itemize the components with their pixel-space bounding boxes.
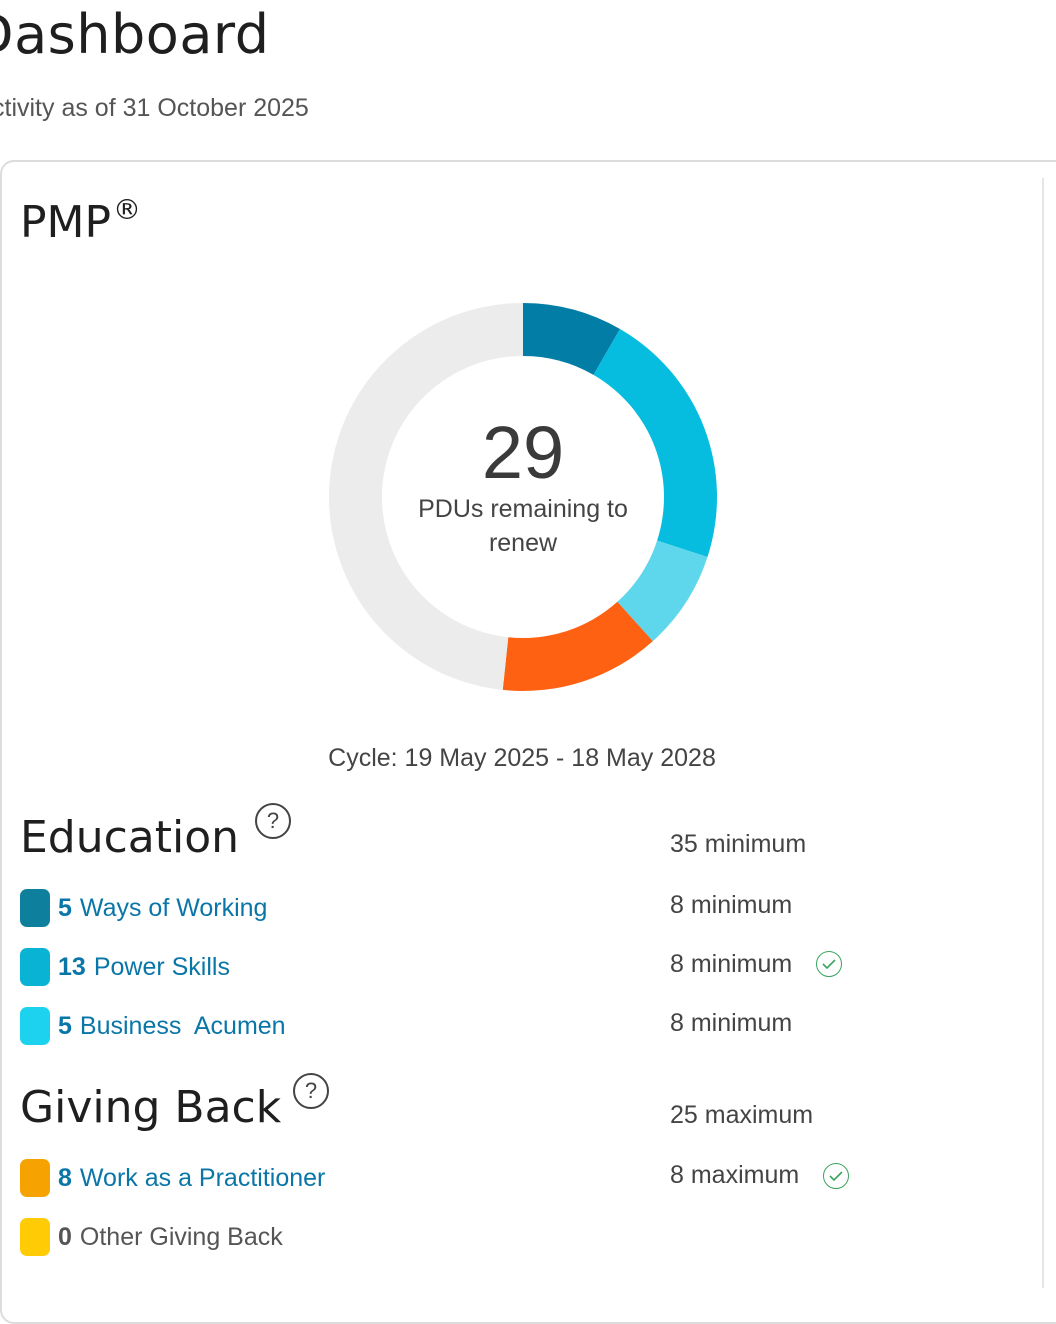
certification-name: PMP [20,197,112,248]
education-item-power-skills[interactable]: 13 Power Skills [20,947,230,987]
other-giving-back-count: 0 [58,1222,72,1251]
practitioner-link[interactable]: Work as a Practitioner [79,1163,326,1192]
donut-segment-ways-of-working [523,303,620,375]
business-acumen-link[interactable]: Business Acumen [79,1011,286,1040]
donut-center: 29 PDUs remaining to renew [322,296,724,698]
giving-back-item-other: 0 Other Giving Back [20,1217,283,1257]
education-item-ways-of-working[interactable]: 5 Ways of Working [20,888,267,928]
pdus-remaining-caption: PDUs remaining to renew [418,495,628,557]
pdu-donut-chart [329,303,717,691]
donut-segment-business-acumen [617,540,708,642]
cycle-dates: Cycle: 19 May 2025 - 18 May 2028 [328,744,716,772]
giving-back-item-practitioner[interactable]: 8 Work as a Practitioner [20,1158,325,1198]
card-divider [1042,178,1044,1288]
check-circle-icon [816,951,842,977]
practitioner-swatch [20,1159,50,1197]
education-help-icon[interactable]: ? [255,803,291,839]
other-giving-back-label: Other Giving Back [79,1222,283,1251]
education-title: Education [20,812,240,863]
education-requirement: 35 minimum [670,830,807,858]
practitioner-requirement: 8 maximum [670,1161,800,1189]
business-acumen-swatch [20,1007,50,1045]
registered-mark: ® [113,193,142,226]
giving-back-title: Giving Back [20,1082,282,1133]
business-acumen-count: 5 [58,1011,72,1040]
page-title: Dashboard [0,3,270,66]
giving-back-requirement: 25 maximum [670,1101,814,1129]
ways-of-working-requirement: 8 minimum [670,891,793,919]
certification-title: PMP® [20,193,141,248]
business-acumen-requirement: 8 minimum [670,1009,793,1037]
giving-back-help-icon[interactable]: ? [293,1073,329,1109]
page-subtitle: ctivity as of 31 October 2025 [0,94,309,122]
power-skills-link[interactable]: Power Skills [93,952,230,981]
donut-segment-giving-back [502,601,653,691]
pdus-remaining-number: 29 [481,411,565,494]
power-skills-count: 13 [58,952,86,981]
ways-of-working-count: 5 [58,893,72,922]
donut-segment-power-skills [593,328,717,557]
other-giving-back-swatch [20,1218,50,1256]
education-item-business-acumen[interactable]: 5 Business Acumen [20,1006,286,1046]
power-skills-requirement: 8 minimum [670,950,793,978]
ways-of-working-swatch [20,889,50,927]
power-skills-swatch [20,948,50,986]
check-circle-icon [823,1163,849,1189]
donut-segment-remaining [329,303,523,690]
ways-of-working-link[interactable]: Ways of Working [79,893,268,922]
practitioner-count: 8 [58,1163,72,1192]
